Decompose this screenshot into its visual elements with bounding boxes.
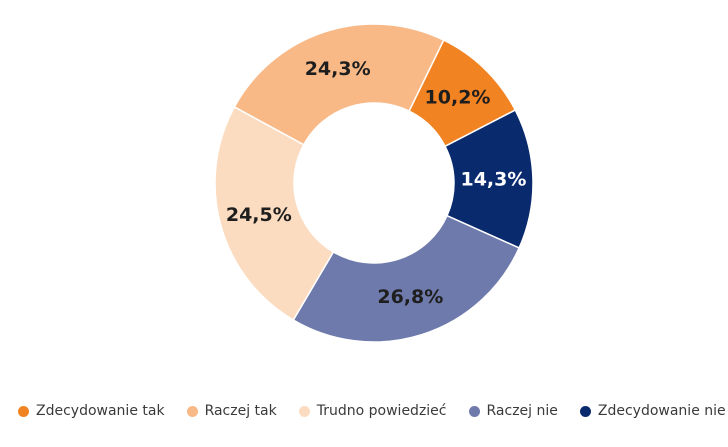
legend-item-raczej-tak: Raczej tak — [186, 403, 277, 419]
slice-label-raczej-tak: 24,3% — [305, 58, 371, 80]
legend-swatch-raczej-nie — [468, 405, 480, 417]
legend-swatch-trudno-powiedziec — [298, 405, 310, 417]
legend-label-zdecydowanie-tak: Zdecydowanie tak — [36, 403, 165, 419]
slice-label-zdecydowanie-nie: 14,3% — [460, 169, 526, 191]
legend-label-raczej-tak: Raczej tak — [204, 403, 277, 419]
slice-label-zdecydowanie-tak: 10,2% — [425, 87, 491, 109]
legend-swatch-raczej-tak — [186, 405, 198, 417]
legend-label-trudno-powiedziec: Trudno powiedzieć — [316, 403, 447, 419]
legend-item-trudno-powiedziec: Trudno powiedzieć — [298, 403, 447, 419]
legend-item-zdecydowanie-nie: Zdecydowanie nie — [579, 403, 726, 419]
chart-legend: Zdecydowanie tak Raczej tak Trudno powie… — [18, 400, 726, 422]
donut-chart: 10,2% 14,3% 26,8% 24,5% 24,3% — [214, 23, 534, 343]
slice-label-raczej-nie: 26,8% — [377, 286, 443, 308]
legend-label-raczej-nie: Raczej nie — [486, 403, 558, 419]
legend-item-raczej-nie: Raczej nie — [468, 403, 558, 419]
slice-raczej-tak — [233, 23, 445, 146]
slice-raczej-nie — [292, 214, 521, 343]
legend-swatch-zdecydowanie-tak — [18, 405, 29, 417]
legend-label-zdecydowanie-nie: Zdecydowanie nie — [597, 403, 726, 419]
slice-label-trudno-powiedziec: 24,5% — [226, 204, 292, 226]
legend-swatch-zdecydowanie-nie — [579, 405, 591, 417]
slice-trudno-powiedziec — [214, 105, 335, 322]
legend-item-zdecydowanie-tak: Zdecydowanie tak — [18, 403, 165, 419]
